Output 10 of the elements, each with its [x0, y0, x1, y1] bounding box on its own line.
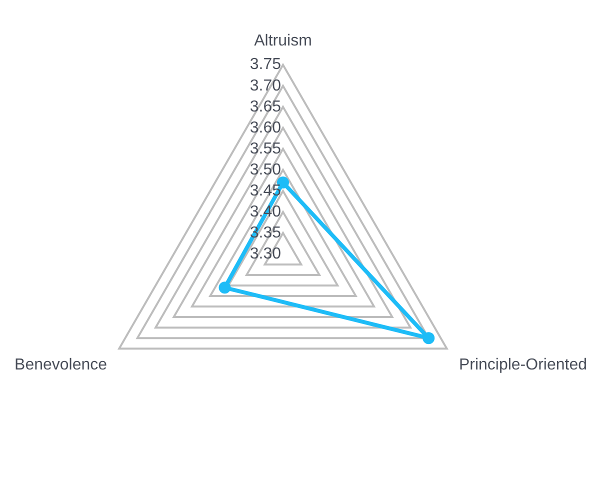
- y-tick-label: 3.65: [250, 98, 282, 116]
- spoke-label: Altruism: [254, 32, 312, 50]
- y-tick-label: 3.55: [250, 140, 282, 158]
- y-tick-label: 3.70: [250, 77, 282, 94]
- spoke-label: Principle-Oriented: [458, 356, 588, 374]
- spoke-label: Benevolence: [14, 356, 108, 374]
- y-tick-label: 3.30: [250, 245, 282, 262]
- y-tick-label: 3.75: [250, 56, 282, 74]
- y-tick-label: 3.50: [250, 161, 282, 178]
- y-tick-label: 3.60: [250, 119, 282, 136]
